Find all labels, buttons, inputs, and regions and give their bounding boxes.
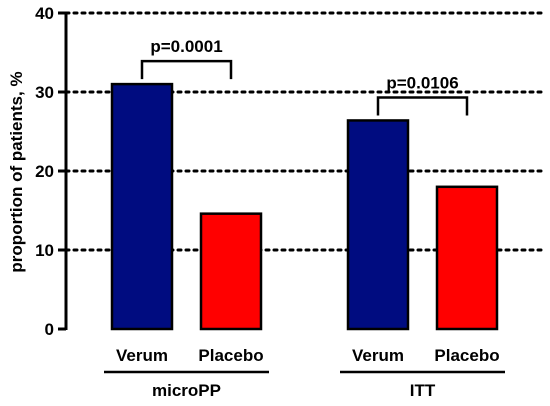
y-axis-label: proportion of patients, % — [7, 71, 26, 272]
bars — [110, 82, 499, 331]
y-tick-labels: 0 10 20 30 40 — [35, 4, 54, 339]
group-label: ITT — [410, 381, 436, 400]
y-tick-label: 0 — [45, 320, 54, 339]
bar — [110, 82, 174, 331]
category-label: Placebo — [434, 346, 499, 365]
group-label: microPP — [152, 381, 221, 400]
y-tick-label: 40 — [35, 4, 54, 23]
bar — [435, 185, 499, 331]
significance-brackets: p=0.0001 p=0.0106 — [140, 37, 469, 116]
y-tick-label: 30 — [35, 83, 54, 102]
significance-bracket — [376, 96, 469, 116]
bar — [346, 119, 410, 331]
bar — [199, 212, 263, 331]
group-labels: microPP ITT — [104, 370, 505, 400]
significance-bracket — [140, 59, 233, 80]
category-label: Verum — [352, 346, 404, 365]
p-value-label: p=0.0106 — [386, 73, 458, 92]
y-tick-label: 20 — [35, 162, 54, 181]
y-axis — [58, 11, 68, 331]
category-label: Placebo — [198, 346, 263, 365]
category-labels: Verum Placebo Verum Placebo — [116, 346, 500, 365]
category-label: Verum — [116, 346, 168, 365]
y-tick-label: 10 — [35, 241, 54, 260]
p-value-label: p=0.0001 — [150, 37, 222, 56]
